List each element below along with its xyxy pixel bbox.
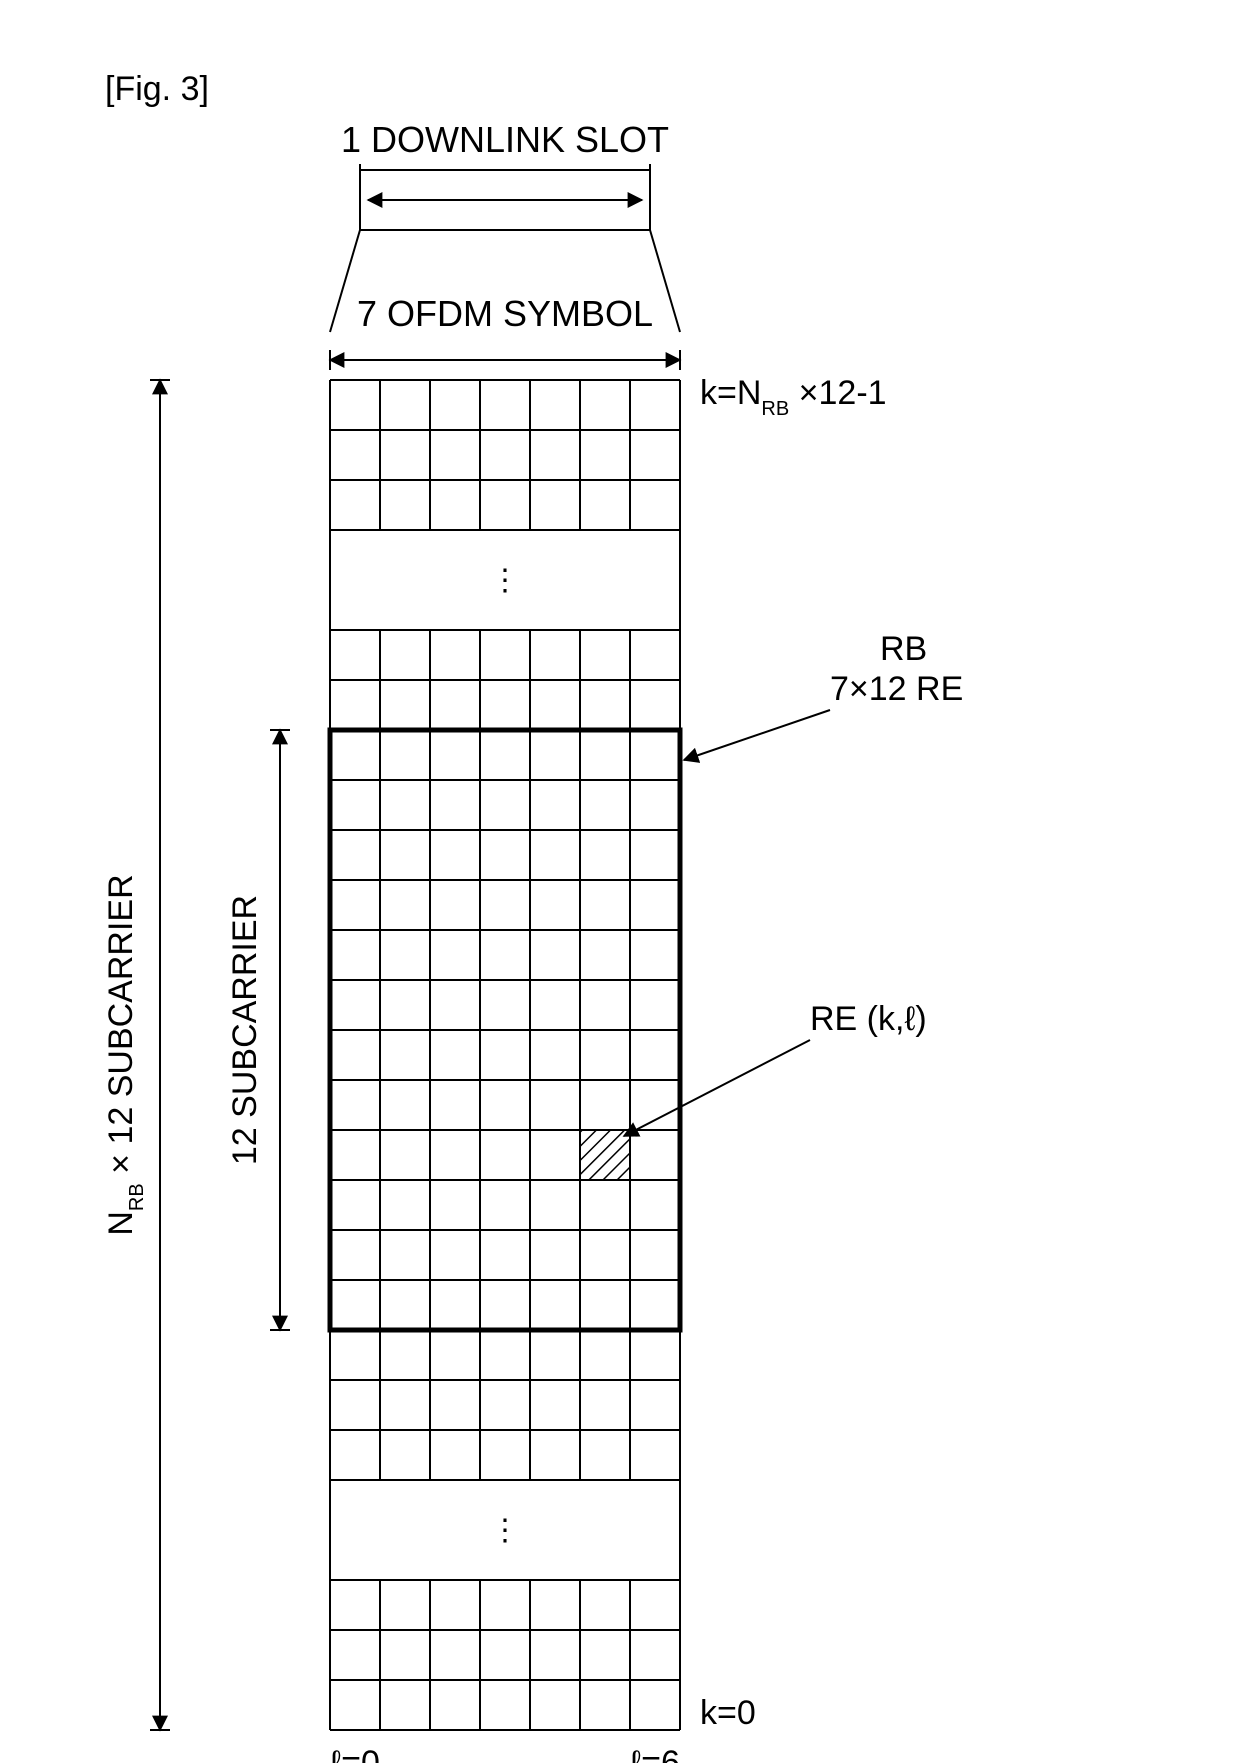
grid-gap-bottom-vdots: ⋮: [490, 1514, 520, 1547]
title-downlink-slot: 1 DOWNLINK SLOT: [341, 119, 669, 160]
grid-gap-top-vdots: ⋮: [490, 564, 520, 597]
re-pointer: [624, 1040, 810, 1136]
label-l-left: ℓ=0: [330, 1744, 380, 1763]
label-inner-subcarrier: 12 SUBCARRIER: [226, 895, 264, 1165]
re-cell-hatched: [580, 1130, 630, 1180]
label-rb-size: 7×12 RE: [830, 670, 963, 708]
label-ofdm-symbols: 7 OFDM SYMBOL: [357, 293, 653, 334]
label-k-bottom: k=0: [700, 1694, 756, 1732]
grid-rb-block: [330, 730, 680, 1330]
grid-mid-top: [330, 630, 680, 730]
grid-mid-bottom: [330, 1330, 680, 1480]
label-rb: RB: [880, 630, 927, 668]
rb-pointer: [684, 710, 830, 760]
label-outer-subcarrier: NRB × 12 SUBCARRIER: [102, 874, 148, 1235]
label-re: RE (k,ℓ): [810, 1000, 927, 1038]
label-k-top: k=NRB ×12-1: [700, 374, 887, 420]
label-l-right: ℓ=6: [630, 1744, 680, 1763]
grid-top-block: [330, 380, 680, 530]
grid-bottom-block: [330, 1580, 680, 1730]
figure-label: [Fig. 3]: [105, 70, 209, 108]
